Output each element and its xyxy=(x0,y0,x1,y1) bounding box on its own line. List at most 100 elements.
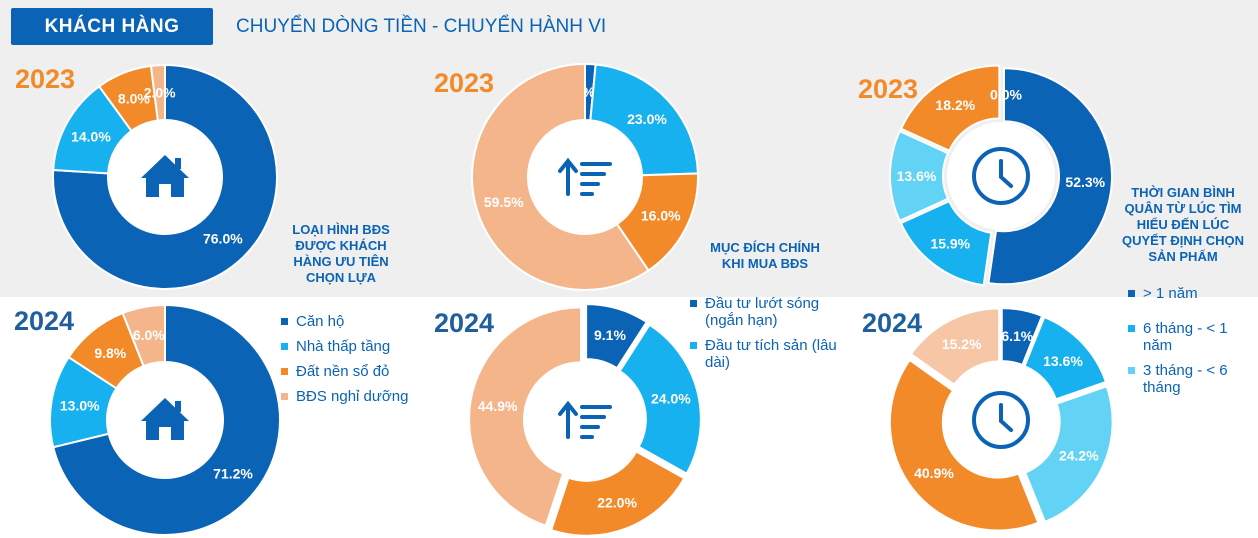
legend-swatch xyxy=(1128,290,1135,297)
legend-label: 3 tháng - < 6 tháng xyxy=(1143,362,1228,396)
data-label: 8.0% xyxy=(118,90,150,106)
data-label: 59.5% xyxy=(484,194,524,210)
clock-icon xyxy=(972,147,1030,205)
donut-hole xyxy=(529,364,641,476)
data-label: 18.2% xyxy=(935,97,975,113)
donut-chart-5: 6.1% 13.6% 24.2% 40.9% 15.2% xyxy=(888,307,1114,532)
data-label: 13.6% xyxy=(1043,353,1083,369)
data-label: 24.2% xyxy=(1059,447,1099,463)
data-label: 22.0% xyxy=(597,494,637,510)
caption-purpose: MỤC ĐÍCH CHÍNH KHI MUA BĐS xyxy=(710,240,820,271)
data-label: 0.0% xyxy=(990,87,1022,103)
slice-0 xyxy=(585,303,649,370)
data-label: 71.2% xyxy=(213,465,253,481)
house-icon xyxy=(141,155,189,197)
data-label: 23.0% xyxy=(627,111,667,127)
legend-label: Đầu tư tích sản (lâu dài) xyxy=(705,337,837,371)
slice-1 xyxy=(589,63,699,177)
legend-swatch xyxy=(281,318,288,325)
legend-swatch xyxy=(1128,367,1135,374)
donut-chart-4: 52.3% 15.9% 13.6% 18.2% 0.0% xyxy=(889,64,1113,287)
clock-icon xyxy=(972,391,1030,449)
slice-1 xyxy=(1023,315,1108,401)
year-label-time-2024: 2024 xyxy=(862,308,923,338)
data-label: 9.1% xyxy=(594,327,626,343)
data-label: 15.2% xyxy=(942,336,982,352)
data-label: 76.0% xyxy=(203,231,243,247)
slice-1 xyxy=(899,199,993,287)
legend-item: Căn hộ xyxy=(281,313,421,330)
legend-item: Đầu tư tích sản (lâu dài) xyxy=(690,337,850,371)
donut-chart-2: 1.5%23.0%16.0%59.5% xyxy=(471,62,699,291)
donut-chart-1: 71.2% 13.0% 9.8% 6.0% xyxy=(49,303,281,536)
legend-label: Đất nền sổ đỏ xyxy=(296,363,390,380)
legend-label: Nhà thấp tầng xyxy=(296,338,391,355)
section-badge: KHÁCH HÀNG xyxy=(11,8,213,45)
slice-BĐS nghỉ dưỡng xyxy=(149,63,166,122)
caption-time: THỜI GIAN BÌNH QUÂN TỪ LÚC TÌM HIỂU ĐẾN … xyxy=(1121,185,1245,264)
legend-swatch xyxy=(690,342,697,349)
slice-2 xyxy=(1023,385,1114,524)
legend-swatch xyxy=(690,300,697,307)
year-label-property-2024: 2024 xyxy=(14,306,75,336)
year-label-time-2023: 2023 xyxy=(858,74,919,104)
donut-chart-0: 76.0% 14.0% 8.0%2.0% xyxy=(52,63,278,290)
legend-purpose: Đầu tư lướt sóng (ngắn hạn) Đầu tư tích … xyxy=(690,295,850,379)
year-label-purpose-2023: 2023 xyxy=(434,68,495,98)
legend-item: > 1 năm xyxy=(1128,285,1253,302)
house-icon xyxy=(141,398,189,440)
slice-2 xyxy=(549,450,686,537)
legend-item: BĐS nghỉ dưỡng xyxy=(281,388,421,405)
data-label: 9.8% xyxy=(94,345,126,361)
legend-label: Đầu tư lướt sóng (ngắn hạn) xyxy=(705,295,820,329)
slice-3 xyxy=(888,358,1040,532)
data-label: 6.0% xyxy=(133,327,165,343)
slice-2 xyxy=(889,129,950,223)
legend-label: > 1 năm xyxy=(1143,285,1198,302)
slice-4 xyxy=(909,307,1001,387)
legend-item: Nhà thấp tầng xyxy=(281,338,421,355)
slice-3 xyxy=(471,62,650,291)
legend-item: 6 tháng - < 1 năm xyxy=(1128,320,1253,354)
legend-item: Đất nền sổ đỏ xyxy=(281,363,421,380)
legend-label: BĐS nghỉ dưỡng xyxy=(296,388,409,405)
legend-time: > 1 năm 6 tháng - < 1 năm 3 tháng - < 6 … xyxy=(1128,285,1253,404)
slice-3 xyxy=(468,306,583,527)
data-label: 15.9% xyxy=(930,236,970,252)
year-label-purpose-2024: 2024 xyxy=(434,308,495,338)
legend-label: Căn hộ xyxy=(296,313,345,330)
data-label: 13.0% xyxy=(60,397,100,413)
slice-0 xyxy=(1000,307,1044,367)
legend-swatch xyxy=(1128,325,1135,332)
data-label: 44.9% xyxy=(478,398,518,414)
donut-hole xyxy=(529,121,641,233)
year-label-property-2023: 2023 xyxy=(15,64,76,94)
slice-Căn hộ xyxy=(52,63,278,290)
data-label: 2.0% xyxy=(144,85,176,101)
data-label: 14.0% xyxy=(71,128,111,144)
slice-3 xyxy=(899,64,1001,153)
page-title: CHUYỂN DÒNG TIỀN - CHUYỂN HÀNH VI xyxy=(236,16,607,37)
legend-item: Đầu tư lướt sóng (ngắn hạn) xyxy=(690,295,850,329)
legend-item: 3 tháng - < 6 tháng xyxy=(1128,362,1253,396)
slice-0 xyxy=(987,67,1113,286)
caption-property: LOẠI HÌNH BĐS ĐƯỢC KHÁCH HÀNG ƯU TIÊN CH… xyxy=(292,222,390,285)
legend-swatch xyxy=(281,343,288,350)
legend-swatch xyxy=(281,393,288,400)
sort-icon xyxy=(558,157,612,196)
slice-1 xyxy=(618,323,702,475)
data-label: 40.9% xyxy=(914,465,954,481)
data-label: 6.1% xyxy=(1001,328,1033,344)
sort-icon xyxy=(558,400,612,439)
slice-BĐS nghỉ dưỡng xyxy=(121,303,166,368)
data-label: 16.0% xyxy=(641,208,681,224)
data-label: 24.0% xyxy=(651,391,691,407)
legend-label: 6 tháng - < 1 năm xyxy=(1143,320,1228,354)
data-label: 13.6% xyxy=(897,168,937,184)
legend-property: Căn hộ Nhà thấp tầng Đất nền sổ đỏ BĐS n… xyxy=(281,313,421,413)
donut-chart-3: 9.1% 24.0% 22.0% 44.9% xyxy=(468,303,702,537)
row-divider xyxy=(0,297,1258,299)
legend-swatch xyxy=(281,368,288,375)
data-label: 52.3% xyxy=(1065,174,1105,190)
